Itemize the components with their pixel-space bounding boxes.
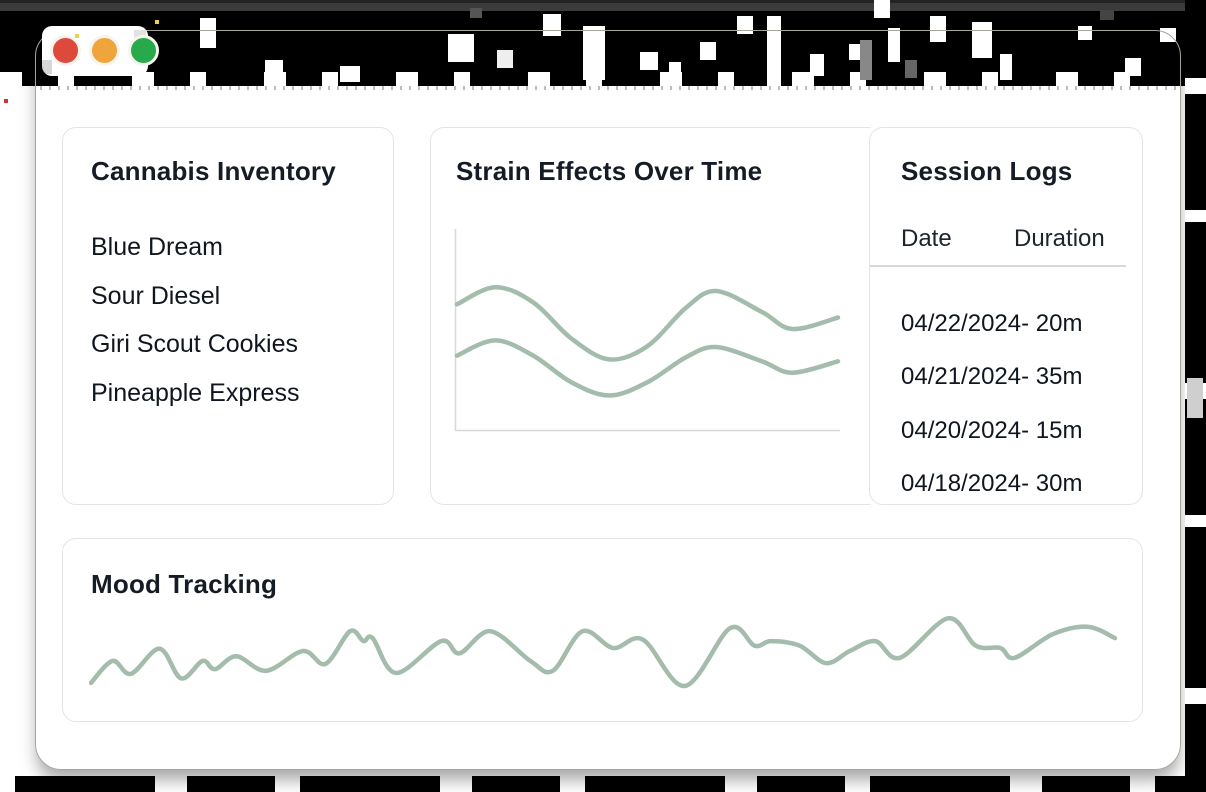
chart-line-mood-series	[89, 616, 1118, 689]
list-item-strain: Blue Dream	[91, 233, 223, 261]
strain-list: Blue Dream Sour Diesel Giri Scout Cookie…	[91, 223, 373, 417]
panel-title-mood-tracking: Mood Tracking	[91, 569, 278, 599]
list-item-strain: Pineapple Express	[91, 378, 300, 407]
noise-speckle-row	[40, 86, 1180, 90]
panel-session-logs: Session Logs Date Duration 04/22/2024- 2…	[869, 127, 1143, 505]
window-controls	[50, 35, 159, 66]
column-header-date: Date	[901, 225, 952, 252]
table-row: 04/18/2024- 30m	[901, 470, 1083, 497]
table-row: 04/22/2024- 20m	[901, 309, 1083, 337]
chart-line-effect-series-1	[454, 284, 841, 362]
panel-mood-tracking: Mood Tracking	[62, 538, 1143, 722]
panel-title-session-logs: Session Logs	[901, 156, 1073, 186]
mood-tracking-chart	[89, 616, 1118, 689]
list-item-strain: Giri Scout Cookies	[91, 330, 299, 358]
header-divider	[870, 265, 1126, 267]
noise-artifact-top	[0, 0, 1206, 86]
panel-strain-effects: Strain Effects Over Time	[430, 127, 870, 505]
zoom-button[interactable]	[128, 35, 159, 66]
table-row: 04/20/2024- 15m	[901, 416, 1083, 444]
chart-line-effect-series-2	[454, 338, 841, 398]
noise-dot	[75, 34, 79, 38]
minimize-button[interactable]	[89, 35, 120, 66]
panel-title-strain-effects: Strain Effects Over Time	[456, 156, 763, 186]
noise-dot	[4, 99, 8, 103]
table-row: 04/21/2024- 35m	[901, 363, 1083, 390]
column-header-duration: Duration	[1014, 225, 1105, 252]
noise-artifact-bottom	[15, 776, 1185, 792]
noise-artifact-right	[1185, 0, 1206, 792]
panel-title-inventory: Cannabis Inventory	[91, 156, 336, 186]
chart-axes	[454, 229, 840, 432]
noise-dot	[155, 20, 159, 24]
list-item-strain: Sour Diesel	[91, 281, 221, 310]
close-button[interactable]	[50, 35, 81, 66]
panel-cannabis-inventory: Cannabis Inventory Blue Dream Sour Diese…	[62, 127, 394, 505]
session-log-rows: 04/22/2024- 20m 04/21/2024- 35m 04/20/20…	[901, 297, 1142, 511]
session-log-header: Date Duration	[901, 225, 1142, 253]
strain-effects-chart	[454, 229, 841, 432]
